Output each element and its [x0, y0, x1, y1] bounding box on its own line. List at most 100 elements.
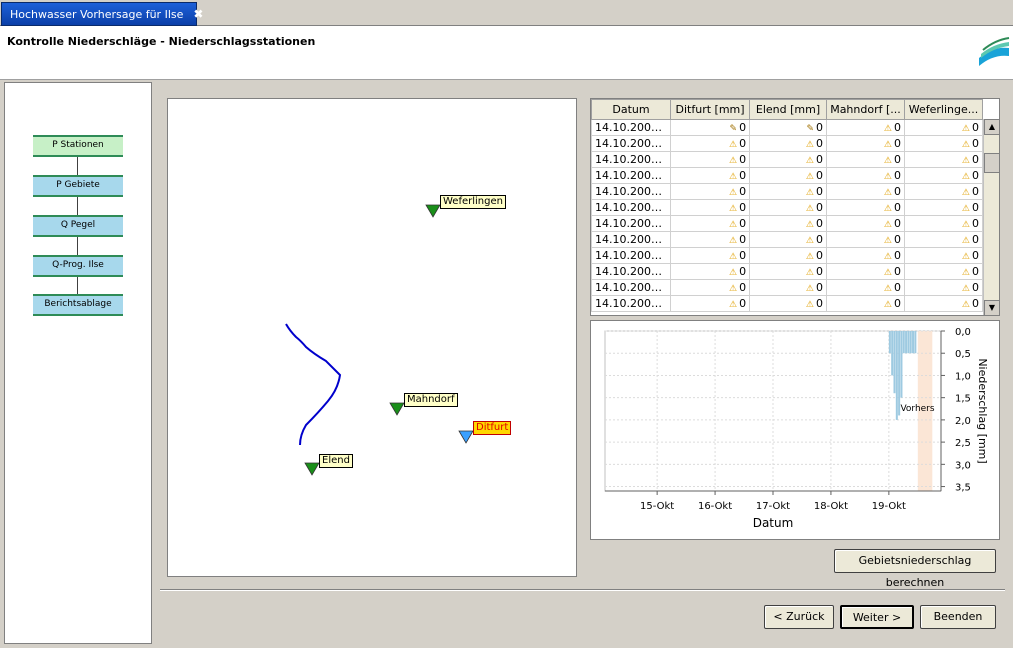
tab-hochwasser[interactable]: Hochwasser Vorhersage für Ilse ✖: [1, 2, 203, 26]
value-cell[interactable]: ⚠ 0: [670, 167, 751, 184]
value-cell[interactable]: ⚠ 0: [826, 135, 905, 152]
value-cell[interactable]: ⚠ 0: [670, 231, 751, 248]
value-cell[interactable]: ⚠ 0: [749, 295, 827, 312]
station-marker-icon[interactable]: [458, 430, 474, 444]
value-cell[interactable]: ⚠ 0: [903, 279, 984, 296]
value-cell[interactable]: ⚠ 0: [670, 199, 751, 216]
date-cell: 14.10.2005 ...: [591, 263, 672, 280]
table-row[interactable]: 14.10.2005 ... ⚠ 0 ⚠ 0 ⚠ 0 ⚠ 0: [591, 295, 984, 312]
column-header[interactable]: Weferlinge...: [903, 99, 984, 120]
value-cell[interactable]: ⚠ 0: [826, 295, 905, 312]
value-cell[interactable]: ⚠ 0: [903, 119, 984, 136]
value-cell[interactable]: ⚠ 0: [903, 167, 984, 184]
value-cell[interactable]: ✎ 0: [670, 119, 751, 136]
value-cell[interactable]: ⚠ 0: [670, 151, 751, 168]
table-row[interactable]: 14.10.2005 ... ⚠ 0 ⚠ 0 ⚠ 0 ⚠ 0: [591, 247, 984, 264]
value-cell[interactable]: ⚠ 0: [826, 247, 905, 264]
date-cell: 14.10.2005 ...: [591, 183, 672, 200]
station-marker-icon[interactable]: [425, 204, 441, 218]
table-row[interactable]: 14.10.2005 ... ⚠ 0 ⚠ 0 ⚠ 0 ⚠ 0: [591, 279, 984, 296]
value-cell[interactable]: ⚠ 0: [826, 183, 905, 200]
value-cell[interactable]: ⚠ 0: [749, 199, 827, 216]
value-cell[interactable]: ⚠ 0: [903, 295, 984, 312]
column-header[interactable]: Elend [mm]: [749, 99, 827, 120]
table-row[interactable]: 14.10.2005 ... ⚠ 0 ⚠ 0 ⚠ 0 ⚠ 0: [591, 167, 984, 184]
y-tick-label: 1,0: [955, 371, 971, 382]
station-label-mahndorf[interactable]: Mahndorf: [404, 393, 458, 407]
value-cell[interactable]: ⚠ 0: [903, 199, 984, 216]
value-cell[interactable]: ⚠ 0: [749, 135, 827, 152]
table-row[interactable]: 14.10.2005 ... ⚠ 0 ⚠ 0 ⚠ 0 ⚠ 0: [591, 231, 984, 248]
station-label-weferlingen[interactable]: Weferlingen: [440, 195, 506, 209]
value-cell[interactable]: ⚠ 0: [826, 199, 905, 216]
value-cell[interactable]: ⚠ 0: [903, 247, 984, 264]
station-marker-icon[interactable]: [389, 402, 405, 416]
table-row[interactable]: 14.10.2005 ... ⚠ 0 ⚠ 0 ⚠ 0 ⚠ 0: [591, 263, 984, 280]
table-row[interactable]: 14.10.2005 ... ⚠ 0 ⚠ 0 ⚠ 0 ⚠ 0: [591, 199, 984, 216]
station-marker-icon[interactable]: [304, 462, 320, 476]
value-cell[interactable]: ⚠ 0: [749, 263, 827, 280]
table-row[interactable]: 14.10.2005 ... ⚠ 0 ⚠ 0 ⚠ 0 ⚠ 0: [591, 215, 984, 232]
y-tick-label: 2,0: [955, 416, 971, 427]
value-cell[interactable]: ⚠ 0: [749, 279, 827, 296]
value-cell[interactable]: ⚠ 0: [670, 135, 751, 152]
value-cell[interactable]: ⚠ 0: [670, 247, 751, 264]
value-cell[interactable]: ⚠ 0: [670, 183, 751, 200]
value-cell[interactable]: ⚠ 0: [826, 231, 905, 248]
workflow-step-p-stationen[interactable]: P Stationen: [33, 135, 123, 157]
value-cell[interactable]: ⚠ 0: [826, 279, 905, 296]
station-label-elend[interactable]: Elend: [319, 454, 353, 468]
value-cell[interactable]: ⚠ 0: [826, 119, 905, 136]
close-icon[interactable]: ✖: [193, 7, 204, 21]
column-header[interactable]: Ditfurt [mm]: [670, 99, 751, 120]
value-cell[interactable]: ⚠ 0: [670, 295, 751, 312]
compute-area-precip-button[interactable]: Gebietsniederschlag berechnen: [834, 549, 996, 589]
workflow-step-q-pegel[interactable]: Q Pegel: [33, 215, 123, 237]
workflow-connector: [77, 277, 78, 295]
value-cell[interactable]: ⚠ 0: [903, 263, 984, 280]
next-button[interactable]: Weiter >: [840, 605, 914, 629]
value-cell[interactable]: ✎ 0: [749, 119, 827, 136]
column-header[interactable]: Datum: [591, 99, 672, 120]
value-cell[interactable]: ⚠ 0: [826, 215, 905, 232]
value-cell[interactable]: ⚠ 0: [749, 167, 827, 184]
back-button[interactable]: < Zurück: [764, 605, 834, 629]
table-row[interactable]: 14.10.2005 ... ⚠ 0 ⚠ 0 ⚠ 0 ⚠ 0: [591, 151, 984, 168]
workflow-step-q-prog-ilse[interactable]: Q-Prog. Ilse: [33, 255, 123, 277]
scroll-up-icon[interactable]: ▲: [984, 119, 999, 135]
value-cell[interactable]: ⚠ 0: [826, 151, 905, 168]
value-cell[interactable]: ⚠ 0: [826, 263, 905, 280]
table-row[interactable]: 14.10.2005 ... ⚠ 0 ⚠ 0 ⚠ 0 ⚠ 0: [591, 183, 984, 200]
value-cell[interactable]: ⚠ 0: [903, 135, 984, 152]
scroll-thumb[interactable]: [984, 153, 999, 173]
value-cell[interactable]: ⚠ 0: [749, 231, 827, 248]
value-cell[interactable]: ⚠ 0: [670, 215, 751, 232]
station-label-ditfurt[interactable]: Ditfurt: [473, 421, 512, 435]
workflow-step-berichtsablage[interactable]: Berichtsablage: [33, 294, 123, 316]
workflow-step-p-gebiete[interactable]: P Gebiete: [33, 175, 123, 197]
table-scrollbar[interactable]: ▲ ▼: [983, 119, 999, 315]
station-map[interactable]: Weferlingen Mahndorf Ditfurt Elend: [167, 98, 577, 577]
value-cell[interactable]: ⚠ 0: [903, 183, 984, 200]
scroll-down-icon[interactable]: ▼: [984, 300, 999, 315]
value-cell[interactable]: ⚠ 0: [749, 215, 827, 232]
value-cell[interactable]: ⚠ 0: [903, 231, 984, 248]
column-header[interactable]: Mahndorf [...: [826, 99, 905, 120]
value-cell[interactable]: ⚠ 0: [670, 263, 751, 280]
finish-button[interactable]: Beenden: [920, 605, 996, 629]
cell-value: 0: [972, 297, 979, 310]
value-cell[interactable]: ⚠ 0: [749, 151, 827, 168]
warning-icon: ⚠: [805, 188, 814, 198]
value-cell[interactable]: ⚠ 0: [749, 247, 827, 264]
table-header: Datum Ditfurt [mm] Elend [mm] Mahndorf [...…: [591, 99, 984, 120]
table-row[interactable]: 14.10.2005 ... ✎ 0 ✎ 0 ⚠ 0 ⚠ 0: [591, 119, 984, 136]
value-cell[interactable]: ⚠ 0: [903, 215, 984, 232]
cell-value: 0: [739, 265, 747, 278]
value-cell[interactable]: ⚠ 0: [749, 183, 827, 200]
table-row[interactable]: 14.10.2005 ... ⚠ 0 ⚠ 0 ⚠ 0 ⚠ 0: [591, 135, 984, 152]
value-cell[interactable]: ⚠ 0: [903, 151, 984, 168]
cell-value: 0: [972, 137, 979, 150]
value-cell[interactable]: ⚠ 0: [670, 279, 751, 296]
value-cell[interactable]: ⚠ 0: [826, 167, 905, 184]
warning-icon: ⚠: [883, 284, 892, 294]
